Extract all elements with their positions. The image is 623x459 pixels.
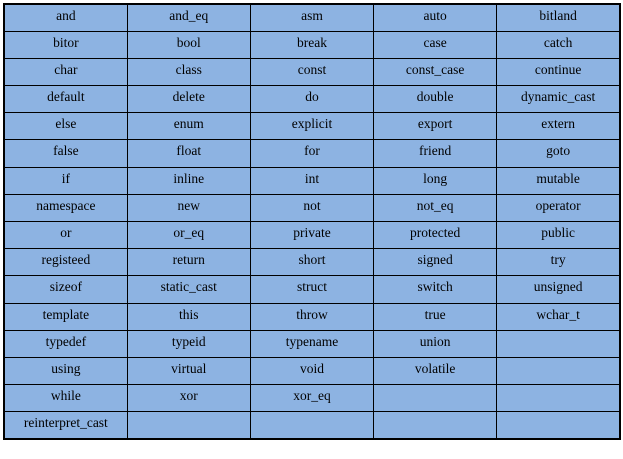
table-cell: or_eq (126, 220, 251, 250)
table-cell: while (3, 384, 128, 413)
table-cell: and_eq (126, 3, 251, 32)
table-cell: break (249, 30, 375, 59)
table-row: false float for friend goto (3, 139, 621, 168)
table-row: using virtual void volatile (3, 356, 621, 386)
table-cell: not_eq (373, 193, 498, 223)
table-row: sizeof static_cast struct switch unsigned (3, 275, 621, 304)
table-cell: or (3, 220, 128, 250)
table-cell: const (249, 57, 375, 87)
table-cell: new (126, 193, 251, 223)
table-cell: char (3, 57, 128, 87)
table-cell: inline (126, 166, 251, 195)
table-row: while xor xor_eq (3, 384, 621, 413)
table-cell: bitland (496, 3, 621, 32)
table-cell: this (126, 302, 251, 331)
table-cell (373, 411, 498, 440)
table-cell: public (496, 220, 621, 250)
table-cell: static_cast (126, 275, 251, 304)
table-cell (249, 411, 375, 440)
table-cell: float (126, 139, 251, 168)
table-cell: bool (126, 30, 251, 59)
table-cell: not (249, 193, 375, 223)
table-cell: explicit (249, 112, 375, 141)
table-row: if inline int long mutable (3, 166, 621, 195)
table-row: default delete do double dynamic_cast (3, 85, 621, 114)
table-cell: default (3, 85, 128, 114)
table-row: namespace new not not_eq operator (3, 193, 621, 223)
table-cell: extern (496, 112, 621, 141)
table-cell: class (126, 57, 251, 87)
table-cell: bitor (3, 30, 128, 59)
table-cell: void (249, 356, 375, 386)
table-cell: signed (373, 248, 498, 277)
table-cell: template (3, 302, 128, 331)
table-cell: case (373, 30, 498, 59)
keyword-table: and and_eq asm auto bitland bitor bool break cas… (3, 3, 621, 440)
table-row: typedef typeid typename union (3, 329, 621, 358)
table-cell: asm (249, 3, 375, 32)
table-cell: dynamic_cast (496, 85, 621, 114)
table-cell: friend (373, 139, 498, 168)
table-cell: registeed (3, 248, 128, 277)
table-cell: goto (496, 139, 621, 168)
table-row: template this throw true wchar_t (3, 302, 621, 331)
table-cell: const_case (373, 57, 498, 87)
table-row: char class const const_case continue (3, 57, 621, 87)
table-cell: double (373, 85, 498, 114)
table-cell: short (249, 248, 375, 277)
table-cell: typedef (3, 329, 128, 358)
table-cell (126, 411, 251, 440)
table-cell: try (496, 248, 621, 277)
table-cell: export (373, 112, 498, 141)
table-cell: typeid (126, 329, 251, 358)
table-cell: false (3, 139, 128, 168)
table-cell: continue (496, 57, 621, 87)
table-cell (496, 411, 621, 440)
table-cell: throw (249, 302, 375, 331)
table-cell: unsigned (496, 275, 621, 304)
table-cell: typename (249, 329, 375, 358)
table-cell (496, 356, 621, 386)
table-cell (496, 329, 621, 358)
table-cell: virtual (126, 356, 251, 386)
table-cell: reinterpret_cast (3, 411, 128, 440)
table-cell: switch (373, 275, 498, 304)
table-cell: wchar_t (496, 302, 621, 331)
table-row: else enum explicit export extern (3, 112, 621, 141)
table-cell: union (373, 329, 498, 358)
table-cell: delete (126, 85, 251, 114)
table-cell: volatile (373, 356, 498, 386)
table-row: registeed return short signed try (3, 248, 621, 277)
table-row: or or_eq private protected public (3, 220, 621, 250)
table-cell: enum (126, 112, 251, 141)
table-cell: xor_eq (249, 384, 375, 413)
table-cell: protected (373, 220, 498, 250)
table-cell: operator (496, 193, 621, 223)
table-cell: do (249, 85, 375, 114)
table-cell: struct (249, 275, 375, 304)
table-cell: xor (126, 384, 251, 413)
table-cell: catch (496, 30, 621, 59)
table-cell: namespace (3, 193, 128, 223)
table-cell: auto (373, 3, 498, 32)
table-cell: else (3, 112, 128, 141)
table-cell: true (373, 302, 498, 331)
table-cell: long (373, 166, 498, 195)
table-cell: mutable (496, 166, 621, 195)
table-row: reinterpret_cast (3, 411, 621, 440)
table-cell: return (126, 248, 251, 277)
table-cell (496, 384, 621, 413)
table-cell: using (3, 356, 128, 386)
table-cell: if (3, 166, 128, 195)
table-cell: int (249, 166, 375, 195)
table-cell: and (3, 3, 128, 32)
table-cell: sizeof (3, 275, 128, 304)
table-cell (373, 384, 498, 413)
table-cell: for (249, 139, 375, 168)
table-cell: private (249, 220, 375, 250)
table-row: and and_eq asm auto bitland (3, 3, 621, 32)
table-row: bitor bool break case catch (3, 30, 621, 59)
